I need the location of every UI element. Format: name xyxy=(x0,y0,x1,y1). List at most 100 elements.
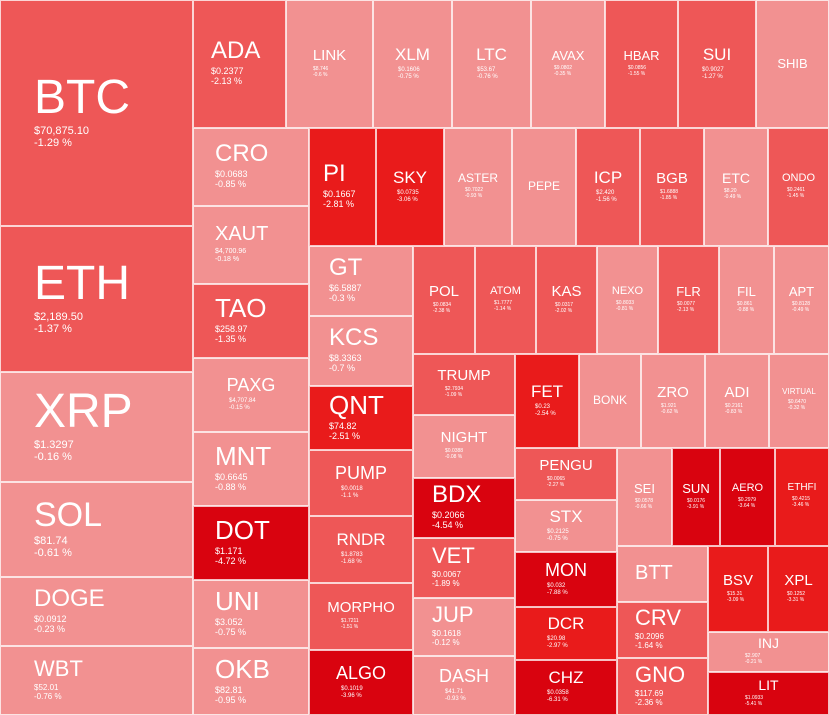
tile-sui[interactable]: SUI $0.9027 -1.27 % xyxy=(678,0,756,128)
tile-change: -3.46 % xyxy=(792,502,810,508)
tile-symbol: DCR xyxy=(547,614,585,633)
tile-icp[interactable]: ICP $2.420 -1.56 % xyxy=(576,128,640,246)
tile-pengu[interactable]: PENGU $0.0065 -2.27 % xyxy=(515,448,617,500)
tile-change: -3.96 % xyxy=(341,693,362,699)
tile-change: -3.09 % xyxy=(727,597,745,603)
tile-rndr[interactable]: RNDR $1.8783 -1.68 % xyxy=(309,516,413,583)
tile-price: $0.6645 xyxy=(215,472,248,482)
tile-change: -0.32 % xyxy=(788,405,806,411)
tile-pump[interactable]: PUMP $0.0018 -1.1 % xyxy=(309,450,413,516)
tile-symbol: GT xyxy=(329,254,363,281)
tile-ethfi[interactable]: ETHFI $0.4215 -3.46 % xyxy=(775,448,829,546)
tile-dcr[interactable]: DCR $20.98 -2.97 % xyxy=(515,607,617,660)
tile-change: -2.81 % xyxy=(323,199,355,209)
tile-sky[interactable]: SKY $0.0735 -3.06 % xyxy=(376,128,444,246)
tile-eth[interactable]: ETH $2,189.50 -1.37 % xyxy=(0,226,193,372)
tile-price: $0.0912 xyxy=(34,614,67,624)
tile-xaut[interactable]: XAUT $4,700.96 -0.18 % xyxy=(193,206,309,284)
tile-tao[interactable]: TAO $258.97 -1.35 % xyxy=(193,284,309,358)
tile-chz[interactable]: CHZ $0.0358 -6.31 % xyxy=(515,660,617,715)
tile-dot[interactable]: DOT $1.171 -4.72 % xyxy=(193,506,309,580)
tile-pol[interactable]: POL $0.0834 -2.38 % xyxy=(413,246,475,354)
tile-ltc[interactable]: LTC $53.67 -0.76 % xyxy=(452,0,531,128)
tile-symbol: ICP xyxy=(593,168,623,187)
tile-avax[interactable]: AVAX $9.0802 -0.35 % xyxy=(531,0,605,128)
tile-price: $0.0735 xyxy=(397,190,419,196)
tile-adi[interactable]: ADI $0.2161 -0.83 % xyxy=(705,354,769,448)
tile-doge[interactable]: DOGE $0.0912 -0.23 % xyxy=(0,577,193,646)
tile-bsv[interactable]: BSV $15.31 -3.09 % xyxy=(708,546,768,632)
tile-etc[interactable]: ETC $8.20 -0.49 % xyxy=(704,128,768,246)
tile-zro[interactable]: ZRO $1.921 -0.62 % xyxy=(641,354,705,448)
tile-pepe[interactable]: PEPE xyxy=(512,128,576,246)
tile-aero[interactable]: AERO $0.2979 -3.64 % xyxy=(720,448,775,546)
tile-qnt[interactable]: QNT $74.82 -2.51 % xyxy=(309,386,413,450)
tile-ada[interactable]: ADA $0.2377 -2.13 % xyxy=(193,0,286,128)
tile-sei[interactable]: SEI $0.0578 -0.66 % xyxy=(617,448,672,546)
tile-change: -0.95 % xyxy=(215,695,247,705)
tile-apt[interactable]: APT $0.8128 -0.49 % xyxy=(774,246,829,354)
tile-sol[interactable]: SOL $81.74 -0.61 % xyxy=(0,482,193,577)
tile-price: $70,875.10 xyxy=(34,125,90,137)
tile-morpho[interactable]: MORPHO $1.7211 -1.51 % xyxy=(309,583,413,650)
tile-btt[interactable]: BTT xyxy=(617,546,708,602)
tile-price: $8.20 xyxy=(724,188,737,194)
tile-price: $9.0802 xyxy=(554,65,573,71)
tile-change: -0.75 % xyxy=(398,74,419,80)
tile-xlm[interactable]: XLM $0.1606 -0.75 % xyxy=(373,0,452,128)
tile-price: $0.0077 xyxy=(677,301,696,307)
tile-xpl[interactable]: XPL $0.1252 -3.31 % xyxy=(768,546,829,632)
tile-symbol: ADI xyxy=(724,384,750,401)
tile-aster[interactable]: ASTER $0.7022 -0.93 % xyxy=(444,128,512,246)
tile-pi[interactable]: PI $0.1667 -2.81 % xyxy=(309,128,376,246)
tile-gt[interactable]: GT $6.5887 -0.3 % xyxy=(309,246,413,316)
tile-bgb[interactable]: BGB $1.6888 -1.85 % xyxy=(640,128,704,246)
tile-cro[interactable]: CRO $0.0683 -0.85 % xyxy=(193,128,309,206)
tile-stx[interactable]: STX $0.2125 -0.75 % xyxy=(515,500,617,552)
tile-mnt[interactable]: MNT $0.6645 -0.88 % xyxy=(193,432,309,506)
tile-symbol: SOL xyxy=(34,496,103,534)
tile-nexo[interactable]: NEXO $0.8033 -0.81 % xyxy=(597,246,658,354)
tile-mon[interactable]: MON $0.032 -7.88 % xyxy=(515,552,617,607)
tile-btc[interactable]: BTC $70,875.10 -1.29 % xyxy=(0,0,193,226)
tile-paxg[interactable]: PAXG $4,707.84 -0.15 % xyxy=(193,358,309,432)
tile-bonk[interactable]: BONK xyxy=(579,354,641,448)
tile-uni[interactable]: UNI $3.052 -0.75 % xyxy=(193,580,309,648)
tile-symbol: DOGE xyxy=(34,585,105,612)
tile-sun[interactable]: SUN $0.0176 -3.91 % xyxy=(672,448,720,546)
tile-lit[interactable]: LIT $1.0933 -5.41 % xyxy=(708,672,829,715)
tile-symbol: RNDR xyxy=(336,530,386,549)
tile-xrp[interactable]: XRP $1.3297 -0.16 % xyxy=(0,372,193,482)
tile-fet[interactable]: FET $0.23 -2.54 % xyxy=(515,354,579,448)
tile-kas[interactable]: KAS $0.0317 -2.02 % xyxy=(536,246,597,354)
tile-symbol: NIGHT xyxy=(440,429,488,446)
tile-symbol: FET xyxy=(530,382,564,401)
tile-bdx[interactable]: BDX $0.2066 -4.54 % xyxy=(413,478,515,538)
tile-virtual[interactable]: VIRTUAL $0.6470 -0.32 % xyxy=(769,354,829,448)
tile-flr[interactable]: FLR $0.0077 -2.13 % xyxy=(658,246,719,354)
tile-dash[interactable]: DASH $41.71 -0.93 % xyxy=(413,656,515,715)
tile-symbol: MNT xyxy=(215,441,272,471)
tile-link[interactable]: LINK $8.746 -0.6 % xyxy=(286,0,373,128)
tile-jup[interactable]: JUP $0.1618 -0.12 % xyxy=(413,598,515,656)
tile-symbol: FLR xyxy=(676,284,701,299)
tile-gno[interactable]: GNO $117.69 -2.36 % xyxy=(617,658,708,715)
tile-algo[interactable]: ALGO $0.1019 -3.96 % xyxy=(309,650,413,715)
tile-kcs[interactable]: KCS $8.3363 -0.7 % xyxy=(309,316,413,386)
tile-ondo[interactable]: ONDO $0.2461 -1.45 % xyxy=(768,128,829,246)
tile-trump[interactable]: TRUMP $2.7934 -1.09 % xyxy=(413,354,515,415)
tile-symbol: SEI xyxy=(634,481,655,496)
tile-atom[interactable]: ATOM $1.7777 -1.14 % xyxy=(475,246,536,354)
tile-night[interactable]: NIGHT $0.0388 -0.08 % xyxy=(413,415,515,478)
tile-wbt[interactable]: WBT $52.01 -0.76 % xyxy=(0,646,193,715)
tile-okb[interactable]: OKB $82.81 -0.95 % xyxy=(193,648,309,715)
tile-inj[interactable]: INJ $2.907 -0.21 % xyxy=(708,632,829,672)
tile-shib[interactable]: SHIB xyxy=(756,0,829,128)
tile-crv[interactable]: CRV $0.2096 -1.64 % xyxy=(617,602,708,658)
tile-vet[interactable]: VET $0.0067 -1.89 % xyxy=(413,538,515,598)
tile-fil[interactable]: FIL $0.861 -0.88 % xyxy=(719,246,774,354)
tile-hbar[interactable]: HBAR $0.0856 -1.55 % xyxy=(605,0,678,128)
tile-price: $1.7777 xyxy=(494,300,513,306)
tile-symbol: PAXG xyxy=(226,375,276,395)
